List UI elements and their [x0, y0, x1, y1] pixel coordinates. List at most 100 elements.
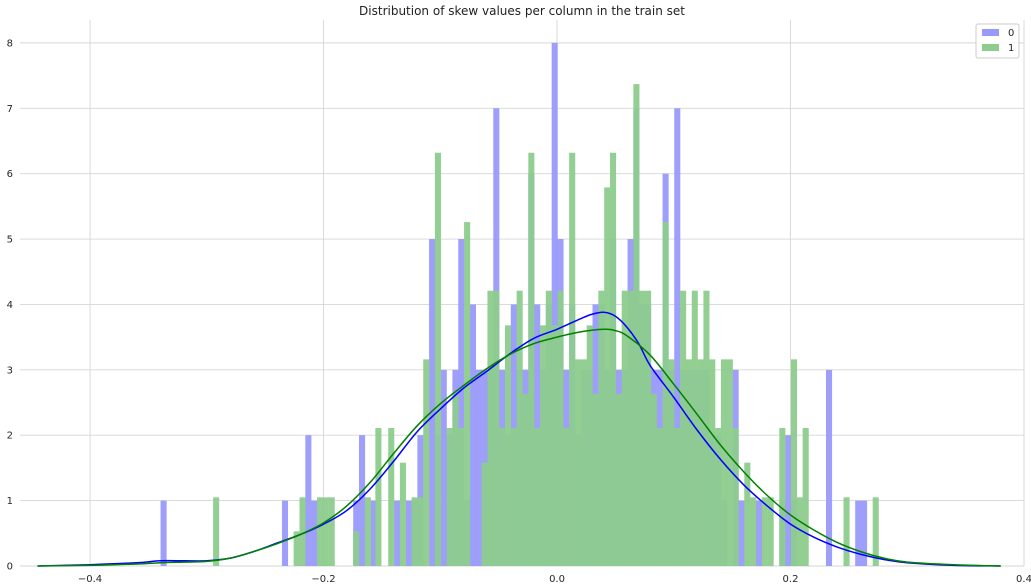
histogram-bar-series-1 [610, 152, 617, 566]
histogram-bar-series-0 [861, 500, 868, 566]
y-tick-label: 5 [7, 235, 13, 246]
histogram-bar-series-0 [469, 304, 477, 566]
histogram-bar-series-0 [475, 369, 482, 566]
histogram-bar-series-1 [668, 359, 675, 566]
legend-label-series-0: 0 [1008, 28, 1014, 39]
histogram-bar-series-1 [796, 497, 803, 566]
x-tick-label: 0.4 [1016, 574, 1031, 585]
chart-title: Distribution of skew values per column i… [359, 4, 685, 18]
histogram-bar-series-1 [213, 497, 220, 566]
histogram-bar-series-1 [528, 152, 535, 566]
x-tick-label: −0.2 [311, 574, 335, 585]
histogram-bar-series-1 [423, 359, 430, 566]
legend-swatch-series-0 [982, 29, 999, 36]
histogram-bar-series-1 [750, 497, 757, 566]
histogram-bar-series-0 [674, 108, 681, 566]
histogram-bar-series-1 [697, 359, 704, 566]
histogram-bar-series-1 [650, 394, 657, 566]
histogram-bar-series-1 [726, 359, 733, 566]
histogram-bar-series-1 [464, 222, 471, 567]
histogram-bar-series-1 [434, 152, 441, 566]
histogram-bar-series-1 [662, 222, 669, 567]
histogram-bar-series-1 [691, 290, 698, 566]
y-tick-label: 1 [7, 496, 13, 507]
histogram-bar-series-1 [539, 325, 547, 566]
histogram-bar-series-1 [375, 428, 382, 566]
histogram-bar-series-0 [370, 500, 377, 566]
histogram-bar-series-1 [674, 428, 681, 566]
legend: 01 [975, 23, 1020, 59]
tick-labels: −0.4 −0.2 0.0 0.2 0.4 0 1 2 3 4 5 6 7 8 [7, 38, 1031, 585]
histogram-bar-series-1 [621, 290, 628, 566]
histogram-bar-series-1 [627, 290, 634, 566]
histogram-bar-series-1 [656, 428, 663, 566]
histogram-bar-series-1 [458, 428, 465, 566]
y-tick-label: 6 [7, 169, 13, 180]
histogram-bar-series-0 [855, 500, 862, 566]
histogram-bar-series-1 [399, 462, 406, 566]
histogram-bar-series-1 [761, 497, 768, 566]
histogram-bar-series-1 [364, 497, 371, 566]
histogram-bar-series-1 [516, 290, 523, 566]
x-tick-label: 0.2 [783, 574, 799, 585]
histogram-bar-series-0 [785, 435, 792, 566]
histogram-bar-series-1 [316, 497, 324, 566]
histogram-bar-series-1 [510, 428, 517, 566]
y-tick-label: 7 [7, 104, 13, 115]
kde-line-series-1 [37, 328, 1001, 567]
histogram-bar-series-0 [281, 500, 289, 566]
histogram-bar-series-0 [359, 435, 366, 566]
histogram-bar-series-1 [779, 428, 786, 566]
histogram-bar-series-1 [499, 428, 506, 566]
histogram-bar-series-1 [299, 497, 306, 566]
histogram-bar-series-1 [328, 497, 335, 566]
histogram-bar-series-1 [592, 394, 599, 566]
histogram-bar-series-0 [458, 239, 465, 566]
histogram-bar-series-0 [405, 500, 412, 566]
histogram-bar-series-0 [394, 500, 401, 566]
histogram-bar-series-1 [487, 290, 494, 566]
y-tick-label: 8 [7, 38, 13, 49]
histogram-bar-series-1 [580, 359, 587, 566]
histogram-bar-series-1 [452, 394, 459, 566]
histogram-bar-series-1 [557, 290, 564, 566]
histogram-bar-series-1 [790, 359, 798, 566]
histogram-bar-series-1 [767, 497, 774, 566]
histogram-bar-series-1 [685, 359, 692, 566]
histogram-bar-series-1 [732, 428, 739, 566]
y-tick-label: 0 [7, 562, 13, 573]
x-tick-label: 0.0 [549, 574, 565, 585]
histogram-bar-series-1 [615, 394, 622, 566]
histogram-bar-series-1 [481, 462, 488, 566]
histogram-bar-series-1 [522, 394, 529, 566]
histogram-bar-series-1 [598, 290, 605, 566]
histogram-bar-series-1 [545, 290, 552, 566]
histogram-bar-series-1 [639, 290, 646, 566]
histogram-bar-series-1 [843, 497, 850, 566]
histogram-bar-series-1 [563, 428, 570, 566]
histogram-bar-series-1 [446, 428, 453, 566]
histogram-bar-series-0 [826, 369, 833, 566]
kde-curves [37, 311, 1001, 567]
histogram-bar-series-0 [738, 500, 745, 566]
y-tick-label: 4 [7, 300, 13, 311]
histogram-bar-series-1 [604, 187, 611, 566]
histogram-bar-series-1 [744, 462, 751, 566]
histogram-bar-series-1 [417, 497, 424, 566]
legend-label-series-1: 1 [1008, 43, 1014, 54]
histogram-bar-series-1 [586, 325, 593, 566]
histogram-bar-series-1 [551, 325, 558, 566]
histogram-bar-series-0 [311, 500, 318, 566]
histogram-bar-series-1 [569, 152, 576, 566]
histogram-bar-series-1 [715, 428, 722, 566]
histogram-bar-series-0 [551, 42, 558, 566]
histogram-bar-series-1 [388, 428, 395, 566]
histogram-bar-series-1 [322, 497, 329, 566]
histogram-bar-series-1 [709, 359, 716, 566]
histogram-bars [160, 42, 879, 567]
histogram-bar-series-1 [680, 290, 687, 566]
histogram-bar-series-1 [645, 290, 652, 566]
histogram-bar-series-1 [411, 497, 418, 566]
histogram-bar-series-1 [633, 84, 640, 567]
